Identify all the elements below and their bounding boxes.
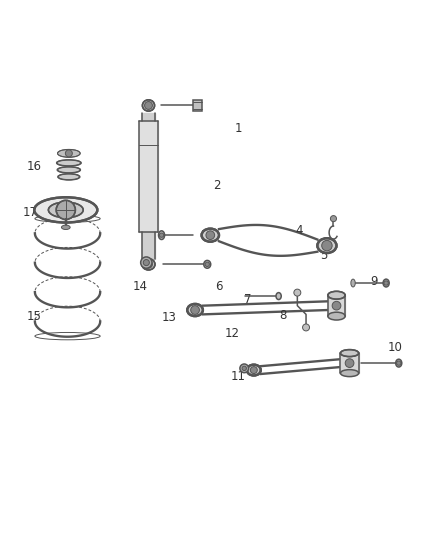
Text: 4: 4 [296,224,303,237]
Ellipse shape [187,304,203,316]
Text: 8: 8 [280,309,287,322]
Circle shape [242,366,247,370]
Circle shape [322,240,332,251]
Text: 15: 15 [27,310,42,323]
Ellipse shape [247,365,261,376]
Circle shape [205,262,209,266]
Circle shape [251,367,257,374]
Ellipse shape [34,197,97,223]
Ellipse shape [57,167,81,173]
Ellipse shape [204,261,211,268]
Circle shape [332,301,341,310]
Text: 6: 6 [215,280,223,293]
Ellipse shape [57,149,80,157]
Circle shape [191,305,199,314]
Circle shape [159,233,164,237]
Ellipse shape [142,259,155,270]
Text: 14: 14 [133,280,148,293]
Circle shape [145,102,152,109]
Ellipse shape [340,350,359,357]
Circle shape [294,289,301,296]
Ellipse shape [159,231,165,239]
Ellipse shape [351,279,355,287]
Text: 3: 3 [200,229,208,241]
Text: 17: 17 [22,206,37,219]
Ellipse shape [383,279,389,287]
Text: 1: 1 [235,122,242,135]
Circle shape [330,215,336,222]
Text: 5: 5 [320,249,327,262]
Circle shape [206,231,215,239]
Polygon shape [142,114,155,120]
Ellipse shape [328,292,345,299]
Polygon shape [328,295,345,316]
Ellipse shape [276,293,281,300]
Ellipse shape [58,174,80,180]
Circle shape [56,200,75,220]
Ellipse shape [61,225,70,230]
Text: 11: 11 [231,370,246,383]
Ellipse shape [318,238,336,253]
Ellipse shape [328,312,345,320]
Ellipse shape [201,229,219,241]
Polygon shape [340,353,359,373]
Circle shape [145,261,152,268]
Text: 7: 7 [244,293,251,305]
Circle shape [65,150,72,157]
Ellipse shape [57,160,81,166]
Text: 12: 12 [225,327,240,341]
Circle shape [240,364,249,373]
Ellipse shape [48,202,83,218]
Text: 10: 10 [388,341,403,353]
Ellipse shape [142,100,155,111]
Circle shape [396,361,401,365]
Polygon shape [139,120,158,232]
Text: 16: 16 [27,160,42,173]
Text: 9: 9 [370,275,377,288]
Ellipse shape [396,359,402,367]
Circle shape [143,260,149,265]
Circle shape [303,324,310,331]
Circle shape [384,281,389,285]
Bar [193,100,202,111]
Circle shape [345,359,354,367]
Text: 13: 13 [162,311,177,325]
Text: 2: 2 [213,180,221,192]
Polygon shape [142,232,155,259]
Ellipse shape [340,370,359,377]
Circle shape [141,257,152,268]
